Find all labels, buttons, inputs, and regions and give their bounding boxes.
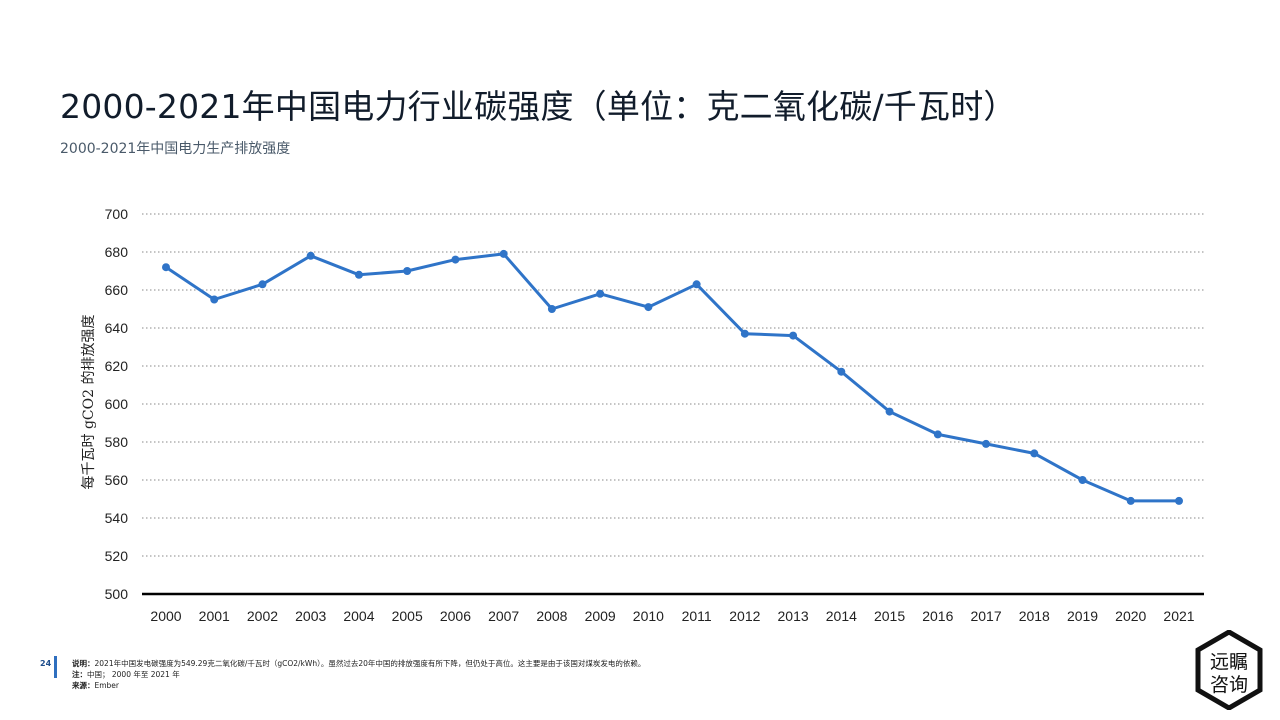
region-text: 中国； 2000 年至 2021 年 xyxy=(87,670,180,679)
note-label: 说明： xyxy=(72,659,95,668)
series-line xyxy=(165,252,1179,503)
note-line: 说明：2021年中国发电碳强度为549.29克二氧化碳/千瓦时（gCO2/kWh… xyxy=(72,658,645,669)
page-number: 24 xyxy=(40,659,52,668)
y-tick-label-540: 540 xyxy=(105,510,129,526)
data-point-2015 xyxy=(885,407,894,416)
source-line: 来源：Ember xyxy=(72,680,645,691)
data-point-2000 xyxy=(162,263,170,272)
data-point-2003 xyxy=(306,251,315,260)
y-tick-label-680: 680 xyxy=(105,244,129,260)
y-tick-label-640: 640 xyxy=(105,320,129,336)
logo-text-line1: 远瞩 xyxy=(1210,651,1248,673)
x-axis-ticks: 2000 2001 2002 2003 2004 2005 2006 2007 2008 2009… xyxy=(150,608,1194,624)
data-point-2020 xyxy=(1126,496,1135,505)
data-point-2011 xyxy=(692,280,701,289)
x-tick-label-2021: 2021 xyxy=(1163,608,1194,624)
y-tick-label-620: 620 xyxy=(105,358,129,374)
data-point-2012 xyxy=(740,329,749,338)
data-point-2021 xyxy=(1175,496,1183,505)
y-axis-ticks: 500 520 540 560 580 600 620 640 660 680 700 xyxy=(105,206,129,602)
data-point-2008 xyxy=(547,305,556,313)
footer-notes: 说明：2021年中国发电碳强度为549.29克二氧化碳/千瓦时（gCO2/kWh… xyxy=(72,658,645,691)
x-tick-label-2010: 2010 xyxy=(633,608,664,624)
y-axis-label: 每千瓦时 gCO2 的排放强度 xyxy=(81,315,97,490)
page-accent-bar xyxy=(54,656,57,678)
logo-text-line2: 咨询 xyxy=(1210,674,1248,696)
y-tick-label-700: 700 xyxy=(105,206,129,222)
note-text: 2021年中国发电碳强度为549.29克二氧化碳/千瓦时（gCO2/kWh）。虽… xyxy=(94,659,646,668)
region-label: 注： xyxy=(72,670,87,679)
y-tick-label-560: 560 xyxy=(105,472,129,488)
x-tick-label-2018: 2018 xyxy=(1019,608,1050,624)
y-tick-label-600: 600 xyxy=(105,396,129,412)
x-tick-label-2008: 2008 xyxy=(536,608,567,624)
source-text: Ember xyxy=(94,681,120,690)
data-point-2017 xyxy=(982,439,991,448)
x-tick-label-2012: 2012 xyxy=(729,608,760,624)
data-point-2001 xyxy=(210,295,219,304)
data-point-2018 xyxy=(1030,449,1039,458)
x-tick-label-2011: 2011 xyxy=(682,608,712,624)
x-tick-label-2002: 2002 xyxy=(247,608,278,624)
x-tick-label-2005: 2005 xyxy=(392,608,423,624)
x-tick-label-2007: 2007 xyxy=(488,608,519,624)
x-tick-label-2014: 2014 xyxy=(826,608,857,624)
data-point-2019 xyxy=(1078,476,1087,484)
data-point-2007 xyxy=(499,249,508,258)
page-subtitle: 2000-2021年中国电力生产排放强度 xyxy=(60,141,291,157)
y-tick-label-580: 580 xyxy=(105,434,129,450)
x-tick-label-2016: 2016 xyxy=(922,608,953,624)
x-tick-label-2003: 2003 xyxy=(295,608,326,624)
x-tick-label-2009: 2009 xyxy=(585,608,616,624)
brand-logo: 远瞩 咨询 xyxy=(1195,630,1263,710)
x-tick-label-2020: 2020 xyxy=(1115,608,1146,624)
data-point-2002 xyxy=(258,280,267,289)
data-point-2013 xyxy=(789,331,798,340)
x-tick-label-2015: 2015 xyxy=(874,608,905,624)
page-title: 2000-2021年中国电力行业碳强度（单位：克二氧化碳/千瓦时） xyxy=(60,87,1017,126)
data-point-2010 xyxy=(644,303,653,312)
data-point-2005 xyxy=(403,267,412,275)
region-line: 注：中国； 2000 年至 2021 年 xyxy=(72,669,645,680)
data-points xyxy=(162,249,1183,505)
x-tick-label-2017: 2017 xyxy=(970,608,1001,624)
y-tick-label-500: 500 xyxy=(105,586,129,602)
data-point-2004 xyxy=(354,270,363,279)
source-label: 来源： xyxy=(72,681,95,690)
y-tick-label-660: 660 xyxy=(105,282,129,298)
data-point-2016 xyxy=(933,430,942,439)
x-tick-label-2006: 2006 xyxy=(440,608,471,624)
y-tick-label-520: 520 xyxy=(105,548,129,564)
x-tick-label-2001: 2001 xyxy=(199,608,230,624)
x-tick-label-2000: 2000 xyxy=(150,608,181,624)
data-point-2009 xyxy=(596,289,605,298)
grid-lines xyxy=(142,213,1204,557)
x-tick-label-2004: 2004 xyxy=(343,608,374,624)
x-tick-label-2013: 2013 xyxy=(778,608,809,624)
data-point-2006 xyxy=(451,255,460,264)
x-tick-label-2019: 2019 xyxy=(1067,608,1098,624)
data-point-2014 xyxy=(837,367,846,376)
